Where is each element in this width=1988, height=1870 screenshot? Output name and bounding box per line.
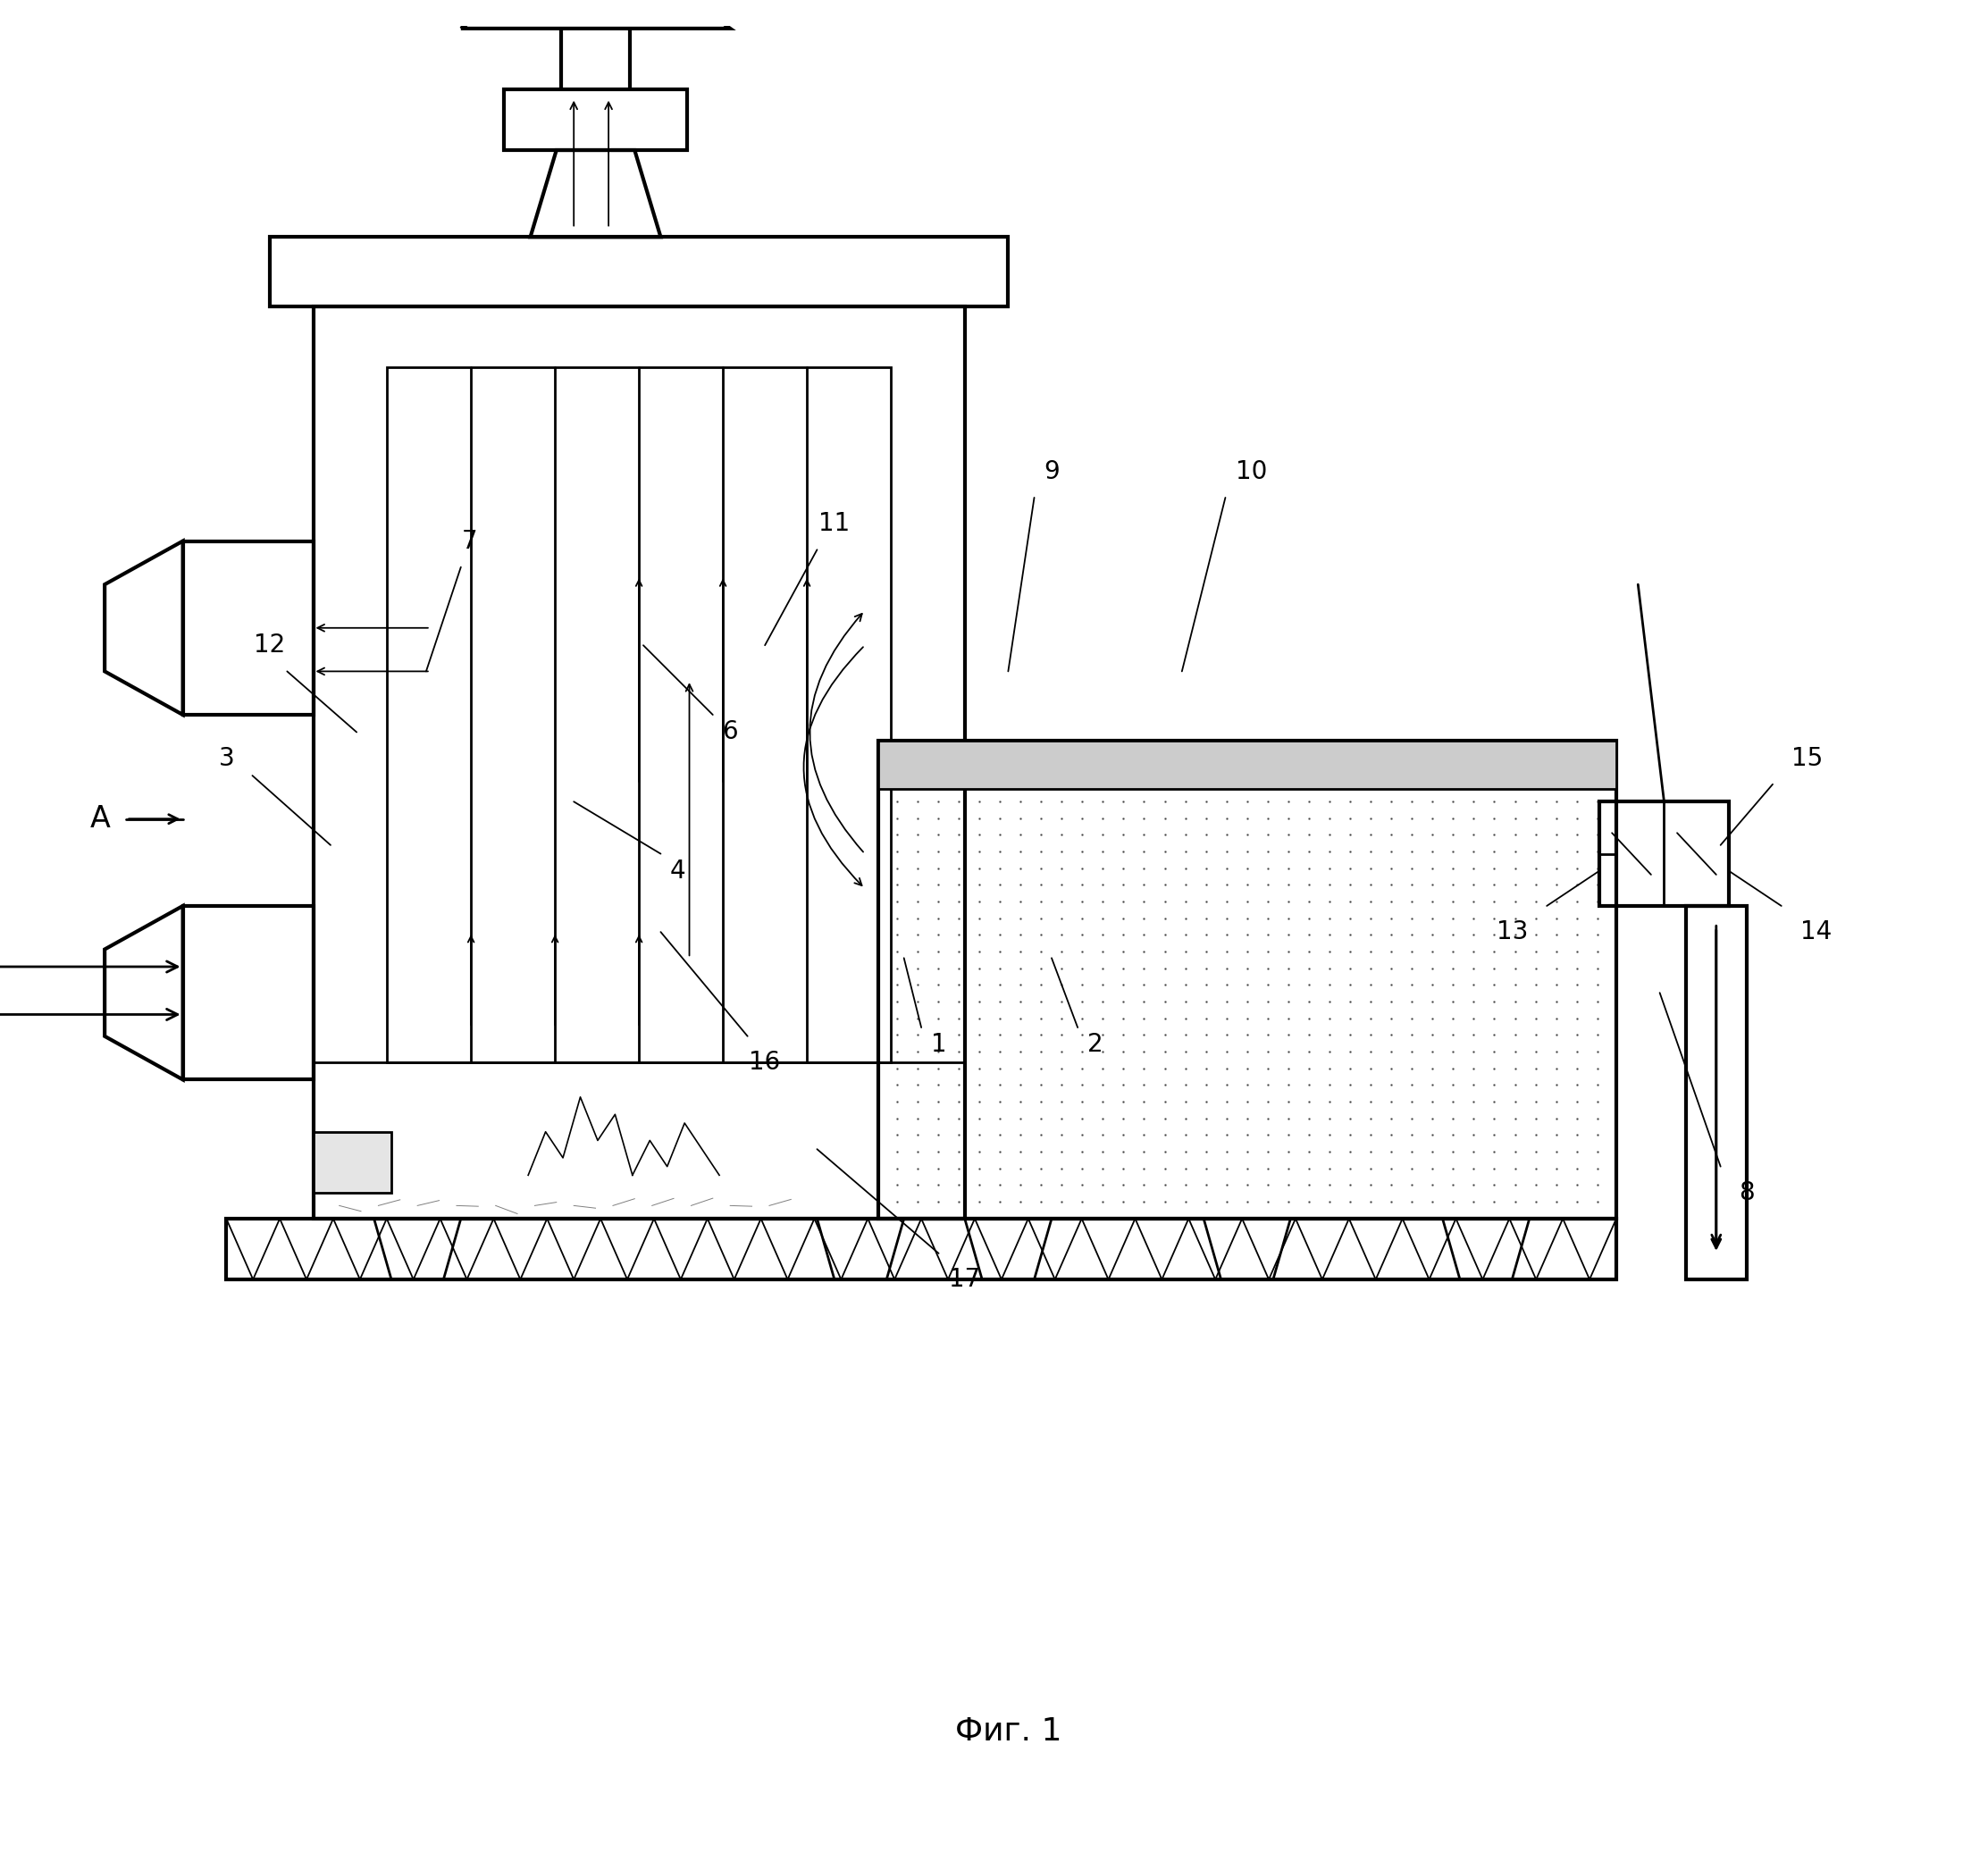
Text: 8: 8	[1740, 1180, 1755, 1204]
Text: 14: 14	[1801, 920, 1831, 944]
Bar	[879, 741, 1616, 789]
Bar	[1686, 905, 1747, 1279]
Text: A: A	[89, 804, 111, 834]
Text: 10: 10	[1237, 458, 1266, 484]
Bar	[314, 307, 964, 1219]
Text: 6: 6	[722, 720, 738, 744]
Bar	[183, 540, 314, 714]
Bar	[183, 905, 314, 1079]
Bar	[1598, 802, 1730, 905]
Bar	[505, 90, 686, 150]
Bar	[227, 1219, 1616, 1279]
Text: 15: 15	[1791, 746, 1823, 770]
Text: Фиг. 1: Фиг. 1	[954, 1717, 1062, 1747]
Text: 13: 13	[1497, 920, 1529, 944]
Text: 7: 7	[461, 529, 477, 554]
Text: 1: 1	[930, 1032, 946, 1057]
Text: 4: 4	[670, 858, 686, 885]
Bar	[388, 367, 891, 1062]
Text: 16: 16	[749, 1049, 781, 1075]
Bar	[879, 741, 1616, 1219]
Text: 17: 17	[948, 1268, 980, 1292]
Text: 9: 9	[1044, 458, 1060, 484]
Text: 2: 2	[1087, 1032, 1103, 1057]
Bar	[314, 1131, 392, 1193]
Bar	[270, 237, 1008, 307]
Text: 3: 3	[219, 746, 235, 770]
Text: 11: 11	[819, 511, 851, 537]
Text: 12: 12	[254, 632, 286, 658]
